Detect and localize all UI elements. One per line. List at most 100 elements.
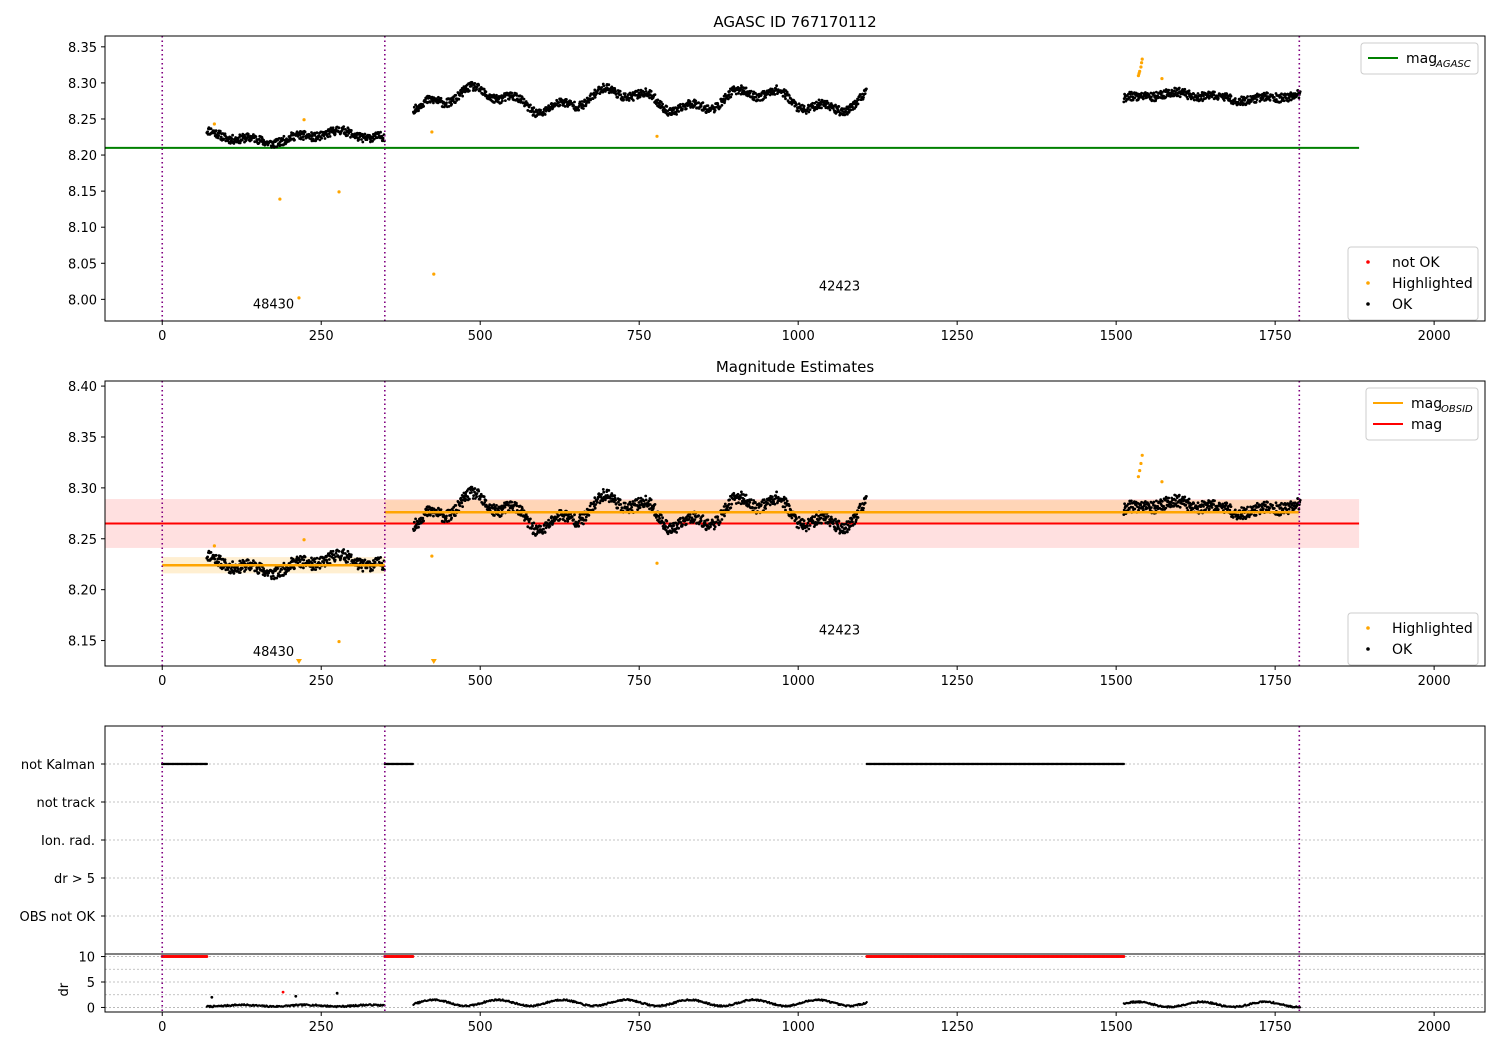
ok-point xyxy=(694,99,698,103)
ok-point xyxy=(764,507,767,510)
ok-point xyxy=(849,524,853,528)
ok-point xyxy=(331,126,335,130)
ok-point xyxy=(637,496,640,500)
ok-point xyxy=(655,101,659,104)
ok-point xyxy=(431,99,434,102)
ok-point xyxy=(837,105,841,108)
ok-point xyxy=(718,520,722,524)
ok-point xyxy=(1192,92,1196,96)
ok-point xyxy=(542,110,545,114)
ok-point xyxy=(421,516,425,520)
ok-point xyxy=(1293,501,1297,505)
ok-point xyxy=(823,99,827,103)
ok-point xyxy=(302,558,306,562)
ok-point xyxy=(863,501,867,505)
ok-point xyxy=(850,517,854,521)
ok-point xyxy=(520,507,524,510)
ok-point xyxy=(736,492,740,496)
ok-point xyxy=(607,489,611,492)
ok-point xyxy=(1253,508,1257,512)
ok-point xyxy=(851,105,854,109)
ok-point xyxy=(1206,501,1210,505)
ok-point xyxy=(472,494,475,497)
ok-point xyxy=(1149,95,1153,99)
ok-point xyxy=(1145,96,1149,99)
ok-point xyxy=(723,101,726,105)
ok-point xyxy=(668,522,672,526)
ok-point xyxy=(209,127,213,130)
ok-point xyxy=(458,94,462,97)
dr-capped-point xyxy=(411,955,415,959)
highlighted-point xyxy=(430,554,434,558)
ok-point xyxy=(593,496,597,500)
ok-point xyxy=(510,91,514,95)
ok-point xyxy=(493,514,496,517)
ok-point xyxy=(473,487,477,490)
ok-point xyxy=(241,567,244,570)
ok-point xyxy=(357,566,361,569)
ok-point xyxy=(459,496,463,500)
ok-point xyxy=(806,521,810,525)
ok-point xyxy=(1191,507,1195,511)
legend-dot-swatch xyxy=(1366,626,1370,630)
ok-point xyxy=(862,506,865,510)
ok-point xyxy=(1144,91,1147,94)
ok-point xyxy=(1127,507,1131,511)
ok-point xyxy=(488,503,492,506)
ok-point xyxy=(238,135,241,139)
ok-point xyxy=(522,97,526,101)
ok-point xyxy=(661,102,664,106)
y-tick-label: 8.30 xyxy=(68,77,97,92)
ok-point xyxy=(365,138,369,142)
ok-point xyxy=(1297,96,1301,100)
ok-point xyxy=(806,108,809,112)
ok-point xyxy=(627,99,631,102)
ok-point xyxy=(314,568,318,571)
flag-point xyxy=(1122,762,1126,766)
ok-point xyxy=(349,129,353,132)
ok-point xyxy=(334,130,337,134)
ok-point xyxy=(656,98,660,102)
ok-point xyxy=(1216,96,1220,100)
axes-frame xyxy=(104,380,1486,667)
dr-capped-point xyxy=(205,955,209,959)
ok-point xyxy=(333,132,337,136)
ok-point xyxy=(280,568,284,571)
ok-point xyxy=(296,134,300,138)
ok-point xyxy=(587,100,591,104)
ok-point xyxy=(591,508,595,512)
x-tick-label: 750 xyxy=(627,674,652,689)
legend-box xyxy=(1365,387,1479,441)
ok-point xyxy=(706,104,710,107)
flag-label: not track xyxy=(36,796,95,811)
ok-point xyxy=(768,93,772,97)
ok-point xyxy=(1250,100,1253,103)
x-tick-label: 1000 xyxy=(782,674,815,689)
ok-point xyxy=(620,95,624,99)
x-tick-label: 750 xyxy=(627,329,652,344)
ok-point xyxy=(1174,90,1177,94)
ok-point xyxy=(1254,100,1258,104)
ok-point xyxy=(790,516,794,520)
ok-point xyxy=(808,524,812,527)
ok-point xyxy=(578,100,582,104)
ok-point xyxy=(829,515,833,519)
ok-point xyxy=(675,113,678,116)
ok-point xyxy=(849,108,853,112)
ok-point xyxy=(727,93,731,96)
ok-point xyxy=(716,515,720,519)
ok-point xyxy=(837,519,841,523)
highlighted-point xyxy=(1140,57,1144,61)
ok-point xyxy=(580,100,584,103)
x-tick-label: 0 xyxy=(158,329,166,344)
ok-point xyxy=(269,575,273,578)
ok-point xyxy=(217,134,221,138)
ok-point xyxy=(776,495,780,499)
ok-point xyxy=(558,103,562,107)
ok-point xyxy=(616,506,620,510)
ok-point xyxy=(270,145,273,149)
ok-point xyxy=(1144,500,1147,503)
ok-point xyxy=(472,86,475,90)
ok-point xyxy=(332,553,336,557)
ok-point xyxy=(1225,92,1229,96)
